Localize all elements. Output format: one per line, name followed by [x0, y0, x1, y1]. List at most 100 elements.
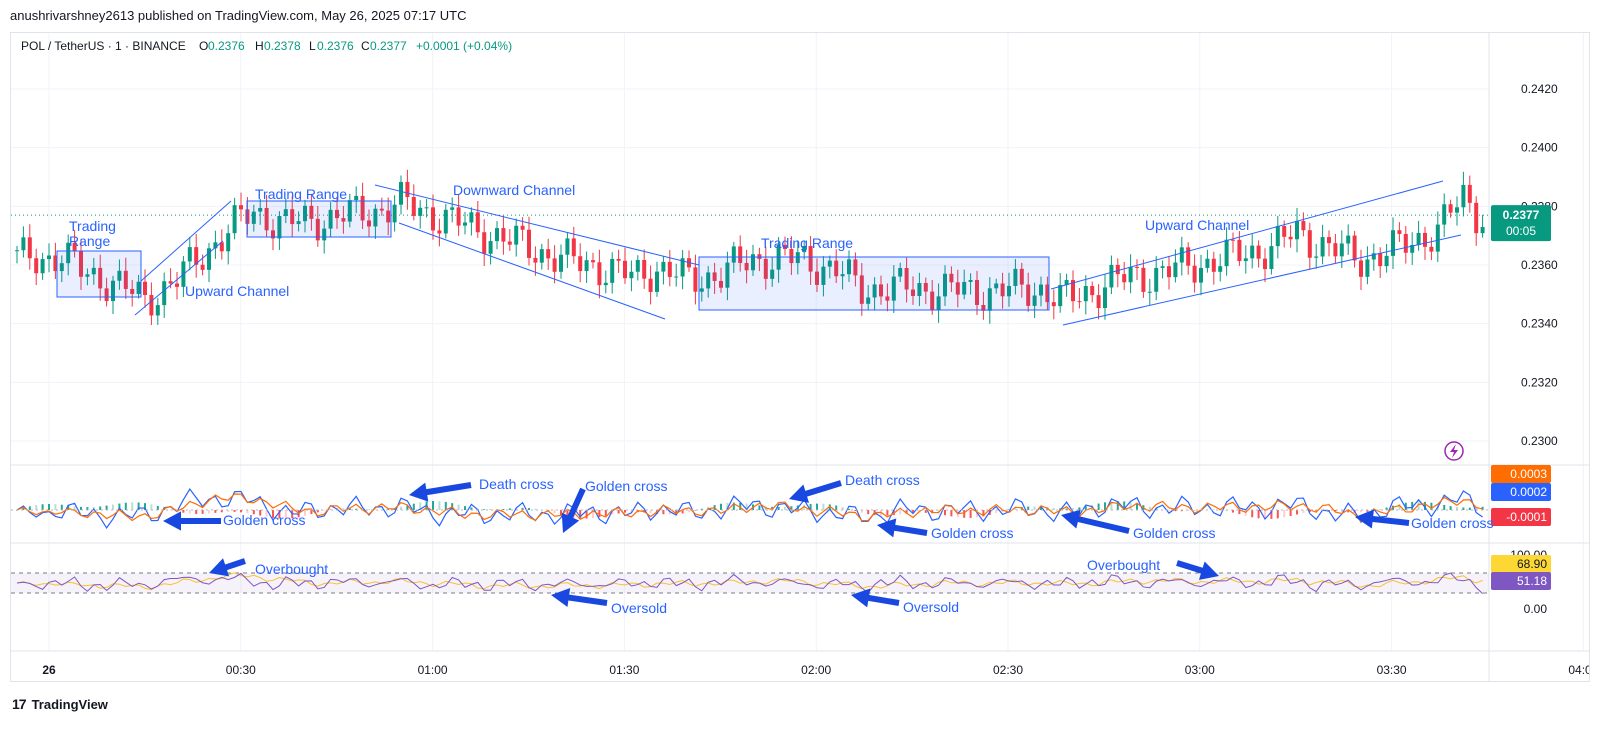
- candle-body: [283, 209, 288, 217]
- ohlc-change: +0.0001 (+0.04%): [416, 39, 512, 53]
- macd-note-label: Golden cross: [585, 478, 667, 494]
- macd-histogram-bar: [598, 510, 601, 518]
- candle-body: [1058, 285, 1063, 307]
- ohlc-open-label: O: [199, 39, 208, 53]
- candle-body: [546, 249, 551, 259]
- candle-body: [1237, 239, 1242, 262]
- macd-histogram-bar: [99, 506, 102, 510]
- candle-body: [91, 267, 96, 275]
- candle-body: [1243, 258, 1248, 262]
- macd-note-label: Golden cross: [1411, 515, 1493, 531]
- candle-body: [1032, 295, 1037, 306]
- candle-body: [98, 267, 103, 289]
- candle-body: [1275, 226, 1280, 247]
- macd-histogram-bar: [694, 510, 697, 511]
- macd-histogram-bar: [400, 506, 402, 510]
- candle-body: [1480, 227, 1485, 234]
- annotation-arrow: [1355, 509, 1410, 529]
- ohlc-high-label: H: [255, 39, 264, 53]
- candle-body: [187, 247, 192, 262]
- trading-range-label: Trading Range: [761, 235, 853, 251]
- time-tick-label: 03:30: [1377, 663, 1407, 677]
- macd-histogram-bar: [1187, 510, 1190, 511]
- macd-histogram-bar: [585, 510, 588, 519]
- candle-body: [431, 207, 435, 231]
- candle-body: [1365, 259, 1370, 277]
- candle-body: [117, 270, 122, 281]
- candle-body: [123, 270, 128, 289]
- rsi-value-badge: [1491, 555, 1551, 573]
- candle-body: [539, 249, 544, 263]
- candle-body: [418, 207, 423, 216]
- candle-body: [859, 275, 864, 304]
- macd-note-label: Death cross: [845, 472, 920, 488]
- time-tick-label: 01:00: [418, 663, 448, 677]
- time-tick-label: 26: [42, 663, 56, 677]
- candle-body: [866, 297, 871, 304]
- macd-histogram-bar: [777, 507, 780, 510]
- macd-histogram-bar: [1449, 506, 1452, 510]
- tradingview-logo[interactable]: 17 TradingView: [12, 696, 108, 712]
- annotation-arrow: [877, 518, 928, 538]
- macd-histogram-bar: [118, 503, 121, 510]
- rsi-ma-line: [16, 572, 1483, 591]
- candle-body: [15, 250, 19, 252]
- macd-histogram-bar: [1104, 502, 1106, 510]
- macd-histogram-bar: [86, 507, 89, 510]
- macd-histogram-bar: [1264, 510, 1266, 519]
- candle-body: [987, 288, 992, 311]
- candle-body: [354, 195, 359, 201]
- candle-body: [642, 259, 647, 279]
- candle-body: [194, 247, 199, 265]
- countdown-label: 00:05: [1506, 224, 1536, 238]
- candle-body: [168, 281, 173, 284]
- rsi-line: [16, 572, 1483, 594]
- macd-histogram-bar: [195, 510, 198, 514]
- channel-label: Downward Channel: [453, 182, 575, 198]
- candle-body: [1167, 266, 1171, 278]
- macd-histogram-bar: [726, 502, 729, 510]
- macd-histogram-bar: [784, 506, 786, 510]
- candle-body: [335, 209, 339, 219]
- candle-body: [930, 291, 935, 310]
- candle-body: [1192, 265, 1197, 283]
- price-tick-label: 0.2400: [1521, 141, 1558, 155]
- macd-histogram-bar: [105, 505, 108, 510]
- candle-body: [104, 288, 109, 302]
- candle-body: [373, 208, 378, 227]
- candle-body: [629, 271, 634, 279]
- time-tick-label: 04:00: [1568, 663, 1589, 677]
- macd-histogram-bar: [720, 503, 722, 510]
- macd-histogram-bar: [1289, 510, 1292, 516]
- macd-histogram-bar: [758, 505, 761, 510]
- candle-body: [392, 204, 397, 223]
- candle-body: [571, 238, 576, 257]
- candle-body: [501, 228, 506, 242]
- macd-histogram-bar: [1097, 503, 1100, 510]
- candle-body: [40, 259, 45, 274]
- candle-body: [277, 216, 282, 239]
- macd-histogram-bar: [464, 506, 466, 510]
- macd-histogram-bar: [233, 510, 236, 512]
- channel-line: [134, 240, 224, 316]
- candle-body: [1359, 260, 1363, 277]
- macd-histogram-bar: [1443, 504, 1446, 510]
- candlestick-series: [15, 169, 1485, 326]
- candle-body: [981, 304, 986, 311]
- macd-histogram-bar: [528, 508, 530, 510]
- candle-body: [808, 246, 813, 272]
- macd-histogram-bar: [137, 502, 140, 510]
- candle-body: [386, 210, 391, 223]
- candle-body: [527, 229, 531, 258]
- candle-body: [347, 200, 352, 222]
- macd-histogram-bar: [1148, 506, 1151, 510]
- tradingview-logo-icon: 17: [12, 696, 27, 712]
- candle-body: [1327, 237, 1331, 244]
- candle-body: [1448, 204, 1453, 213]
- last-price-badge: [1491, 205, 1551, 242]
- price-tick-label: 0.2300: [1521, 434, 1558, 448]
- rsi-note-label: Overbought: [1087, 557, 1160, 573]
- candle-body: [1205, 258, 1210, 268]
